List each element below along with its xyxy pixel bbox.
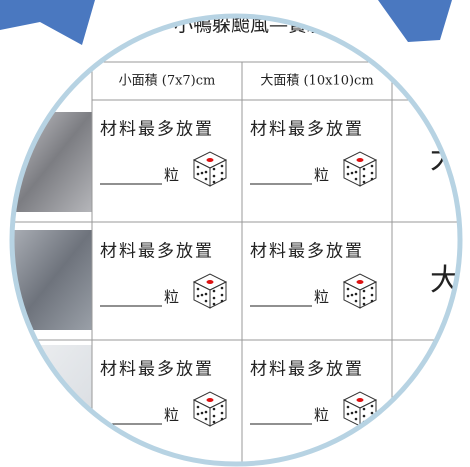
dice-icon: [192, 273, 228, 309]
dice-pip: [196, 405, 200, 409]
dice-pip: [370, 293, 374, 297]
dice-pip: [220, 164, 224, 168]
dice-pip: [356, 280, 364, 284]
cell-unit: 粒: [164, 166, 179, 184]
dice-pip: [362, 296, 366, 300]
dice-pip: [354, 410, 358, 414]
dice-pip: [206, 398, 214, 402]
dice-pip: [370, 164, 374, 168]
dice-pip: [204, 170, 208, 174]
dice-pip: [362, 289, 366, 293]
dice-pip: [346, 412, 350, 416]
dice-pip: [206, 280, 214, 284]
dice-pip: [196, 287, 200, 291]
cell-unit: 粒: [314, 406, 329, 424]
dice-pip: [204, 292, 208, 296]
dice-pip: [356, 398, 364, 402]
dice-pip: [362, 174, 366, 178]
dice-pip: [212, 302, 216, 306]
cell-label: 材料最多放置: [250, 242, 364, 262]
dice-pip: [354, 417, 358, 421]
arrow-shape: [0, 0, 95, 45]
dice-pip: [212, 296, 216, 300]
cell-label: 材料最多放置: [100, 120, 214, 140]
dice-pip: [370, 177, 374, 181]
cell-unit: 粒: [164, 406, 179, 424]
dice-pip: [370, 299, 374, 303]
dice-pip: [362, 414, 366, 418]
dice-pip: [350, 171, 354, 175]
circle-frame: [9, 13, 463, 467]
cell-unit: 粒: [314, 288, 329, 306]
dice-pip: [362, 180, 366, 184]
cell-label: 材料最多放置: [250, 120, 364, 140]
dice-pip: [354, 170, 358, 174]
dice-pip: [354, 177, 358, 181]
dice-pip: [356, 158, 364, 162]
dice-pip: [220, 299, 224, 303]
dice-pip: [212, 407, 216, 411]
dice-pip: [204, 410, 208, 414]
column-header: 小面積 (7x7)cm: [119, 74, 216, 89]
dice-pip: [196, 294, 200, 298]
dice-icon: [192, 151, 228, 187]
dice-pip: [362, 167, 366, 171]
cell-unit: 粒: [314, 166, 329, 184]
dice-pip: [200, 293, 204, 297]
dice-pip: [196, 172, 200, 176]
cell-unit: 粒: [164, 288, 179, 306]
column-header: 大面積 (10x10)cm: [260, 74, 373, 89]
dice-pip: [350, 293, 354, 297]
material-photo: [12, 345, 92, 445]
dice-pip: [196, 412, 200, 416]
dice-pip: [204, 417, 208, 421]
dice-pip: [212, 420, 216, 424]
dice-pip: [354, 292, 358, 296]
dice-pip: [362, 302, 366, 306]
dice-pip: [200, 411, 204, 415]
dice-pip: [220, 177, 224, 181]
dice-pip: [220, 417, 224, 421]
dice-pip: [346, 172, 350, 176]
dice-pip: [370, 286, 374, 290]
dice-pip: [370, 404, 374, 408]
dice-pip: [212, 167, 216, 171]
cell-label: 材料最多放置: [250, 360, 364, 380]
dice-icon: [192, 391, 228, 427]
dice-pip: [220, 286, 224, 290]
dice-pip: [220, 171, 224, 175]
dice-pip: [204, 177, 208, 181]
dice-icon: [342, 273, 378, 309]
dice-pip: [354, 299, 358, 303]
dice-pip: [196, 165, 200, 169]
cell-label: 材料最多放置: [100, 360, 214, 380]
dice-pip: [370, 171, 374, 175]
dice-pip: [200, 171, 204, 175]
dice-pip: [212, 289, 216, 293]
dice-pip: [204, 299, 208, 303]
dice-icon: [342, 151, 378, 187]
dice-pip: [350, 411, 354, 415]
dice-pip: [220, 293, 224, 297]
dice-pip: [346, 165, 350, 169]
dice-pip: [206, 158, 214, 162]
cell-label: 材料最多放置: [100, 242, 214, 262]
dice-pip: [212, 414, 216, 418]
dice-pip: [362, 407, 366, 411]
dice-pip: [346, 287, 350, 291]
dice-pip: [220, 404, 224, 408]
dice-pip: [212, 174, 216, 178]
dice-pip: [212, 180, 216, 184]
dice-pip: [220, 411, 224, 415]
arrow-shape: [378, 0, 452, 42]
dice-pip: [346, 294, 350, 298]
dice-pip: [370, 411, 374, 415]
dice-pip: [346, 405, 350, 409]
